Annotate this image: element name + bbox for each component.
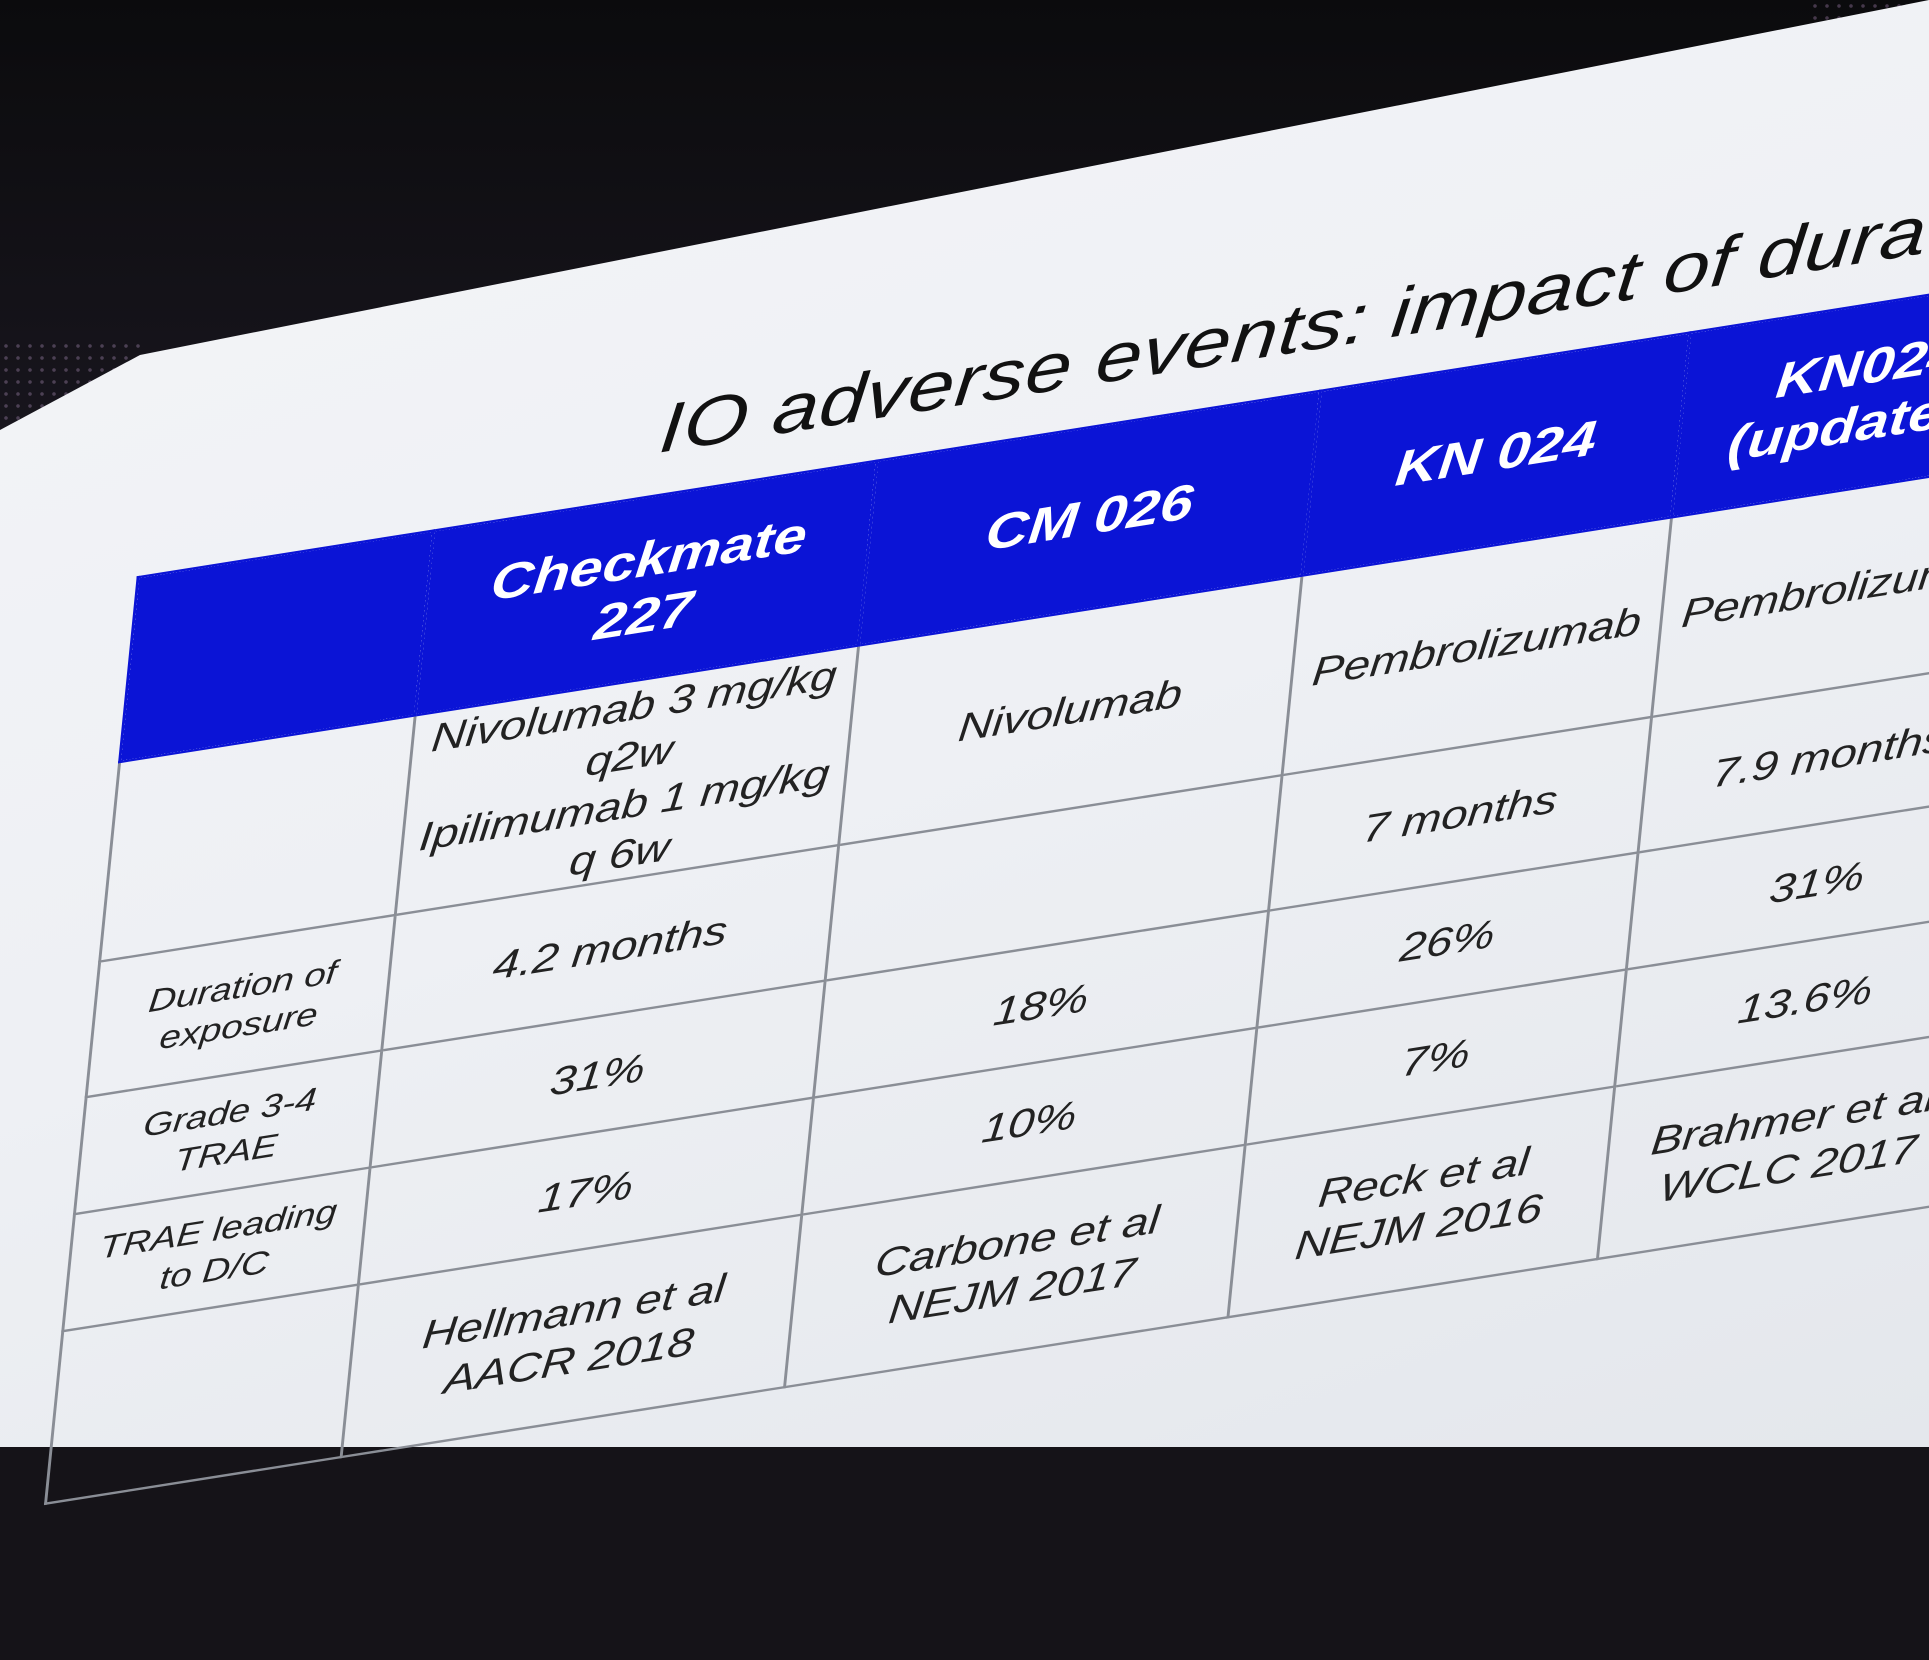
header-kn024-updated: KN024 (updated) <box>1671 274 1929 518</box>
adverse-events-table: Checkmate 227 CM 026 KN 024 KN024 (updat… <box>44 273 1929 1505</box>
